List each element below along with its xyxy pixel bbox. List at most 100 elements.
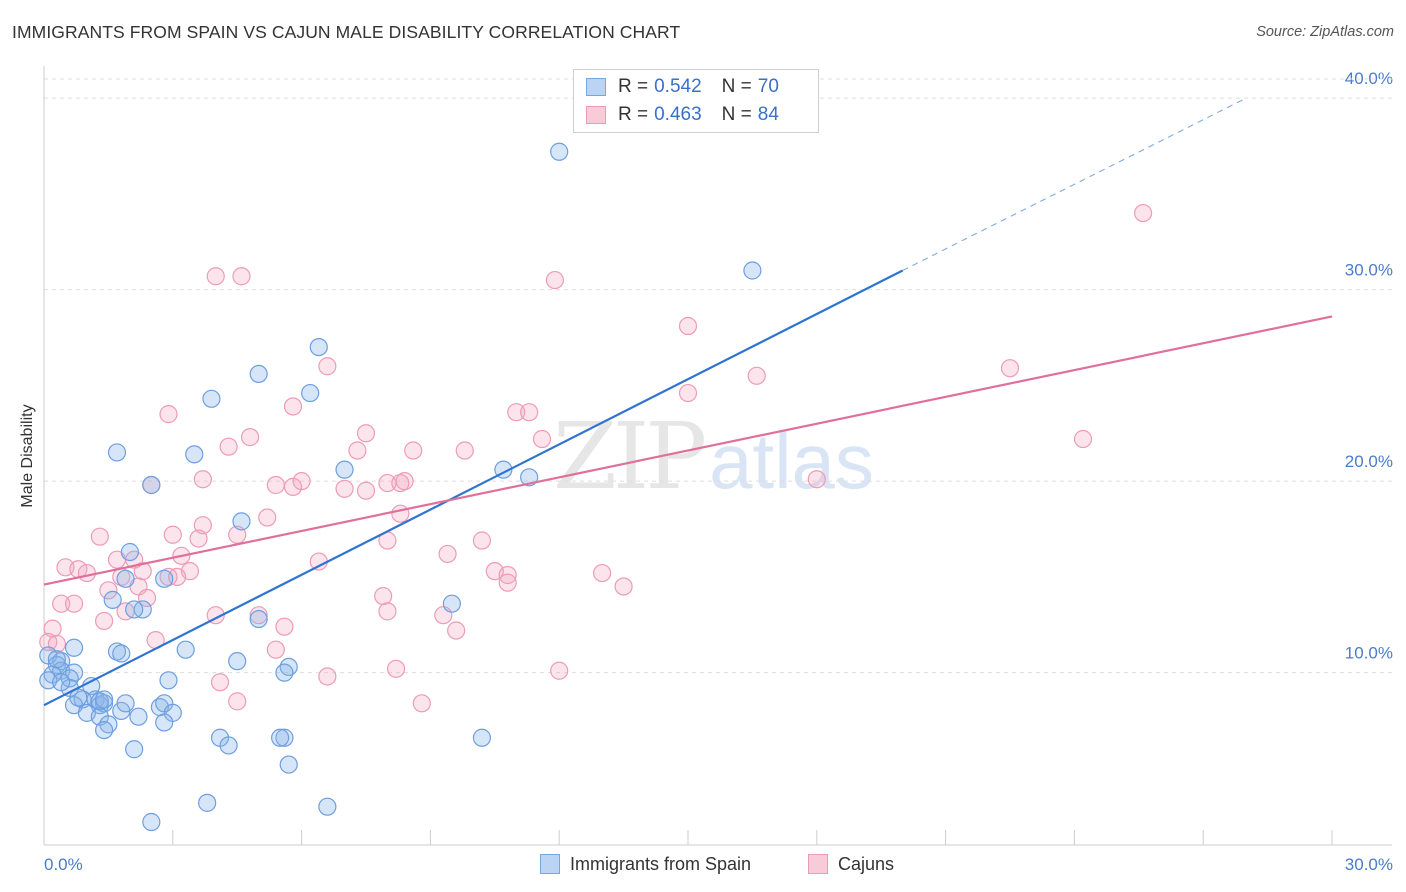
spain-point — [120, 542, 139, 562]
watermark-zip: ZIP — [553, 403, 707, 510]
cajun-point — [593, 563, 612, 583]
spain-point — [472, 728, 492, 747]
cajun-point — [228, 692, 247, 711]
cajun-point — [210, 673, 230, 692]
cajun-point — [163, 525, 182, 544]
cajun-point — [520, 403, 539, 422]
cajun-point — [77, 563, 97, 583]
cajun-point — [545, 270, 565, 290]
cajun-point — [747, 366, 766, 385]
cajun-point — [356, 481, 376, 500]
cajun-point — [348, 441, 367, 460]
cajun-point — [249, 606, 268, 625]
cajun-point — [356, 424, 376, 443]
cajun-point — [498, 565, 517, 585]
spain-point — [185, 445, 204, 464]
spain-point — [47, 650, 66, 669]
legend-r-label: R = — [618, 104, 649, 125]
legend-label-spain: Immigrants from Spain — [570, 853, 752, 874]
cajun-point — [550, 661, 569, 680]
spain-point — [219, 736, 238, 755]
legend-n-label: N = — [721, 104, 752, 125]
chart-title: IMMIGRANTS FROM SPAIN VS CAJUN MALE DISA… — [12, 22, 681, 42]
cajun-point — [266, 475, 285, 495]
watermark-atlas: atlas — [709, 417, 874, 505]
cajun-point — [447, 621, 466, 640]
cajun-point — [498, 573, 517, 592]
spain-point — [249, 609, 268, 629]
cajun-point — [318, 667, 337, 686]
cajun-point — [275, 617, 294, 636]
spain-point — [142, 475, 161, 495]
spain-point — [202, 389, 221, 408]
spain-point — [550, 142, 569, 161]
cajun-point — [1133, 203, 1153, 223]
cajun-point — [378, 602, 397, 621]
x-tick-label: 0.0% — [44, 855, 83, 874]
spain-point — [249, 364, 268, 384]
y-tick-label: 20.0% — [1345, 452, 1393, 471]
cajun-point — [258, 508, 277, 527]
spain-point — [309, 338, 328, 357]
cajun-point — [52, 594, 71, 613]
cajun-point — [189, 529, 208, 548]
legend-swatch-spain — [540, 854, 560, 874]
legend-r-label: R = — [618, 76, 649, 97]
cajun-point — [678, 316, 698, 336]
cajun-point — [335, 479, 354, 498]
cajun-point — [374, 586, 393, 606]
cajun-point — [472, 531, 492, 550]
spain-point — [116, 694, 135, 713]
source-label: Source: ZipAtlas.com — [1256, 24, 1394, 40]
cajun-point — [807, 470, 826, 489]
legend-label-cajun: Cajuns — [838, 853, 895, 874]
spain-trend-line — [43, 269, 904, 707]
spain-point — [275, 728, 294, 747]
legend-swatch-cajun — [586, 106, 606, 124]
legend-item-spain: Immigrants from Spain — [540, 852, 751, 876]
cajun-point — [391, 504, 410, 523]
spain-point — [125, 740, 144, 759]
legend-swatch-cajun — [808, 854, 828, 874]
spain-point — [301, 383, 320, 403]
spain-point — [743, 261, 762, 280]
x-tick-label: 30.0% — [1345, 855, 1393, 874]
spain-trend-extension — [902, 97, 1247, 272]
cajun-point — [386, 659, 406, 678]
spain-point — [142, 812, 161, 832]
legend-n-value: 70 — [757, 76, 779, 97]
cajun-point — [266, 640, 285, 659]
spain-point — [125, 600, 144, 619]
legend-swatch-spain — [586, 78, 606, 96]
cajun-point — [1073, 429, 1093, 449]
spain-point — [95, 720, 114, 740]
spain-point — [159, 671, 178, 690]
cajun-point — [137, 588, 157, 608]
cajun-point — [159, 405, 178, 424]
cajun-point — [193, 470, 212, 489]
cajun-point — [219, 437, 238, 456]
spain-point — [198, 793, 217, 812]
cajun-point — [99, 581, 118, 600]
spain-point — [155, 569, 174, 588]
cajun-point — [455, 441, 474, 460]
spain-point — [155, 713, 174, 732]
spain-point — [176, 640, 195, 659]
spain-point — [275, 663, 294, 682]
cajun-point — [318, 357, 337, 376]
legend-row-cajun: R = 0.463 N = 84 — [586, 104, 779, 126]
cajun-point — [309, 552, 328, 571]
spain-point — [129, 707, 148, 726]
legend-r-value: 0.542 — [654, 76, 702, 97]
spain-point — [228, 652, 247, 671]
cajun-point — [90, 527, 109, 546]
spain-point — [52, 673, 71, 692]
spain-point — [271, 728, 290, 747]
spain-point — [103, 590, 122, 609]
legend-row-spain: R = 0.542 N = 70 — [586, 76, 779, 98]
spain-point — [107, 443, 127, 462]
cajun-point — [391, 473, 410, 493]
cajun-point — [232, 267, 251, 286]
spain-point — [95, 690, 114, 709]
